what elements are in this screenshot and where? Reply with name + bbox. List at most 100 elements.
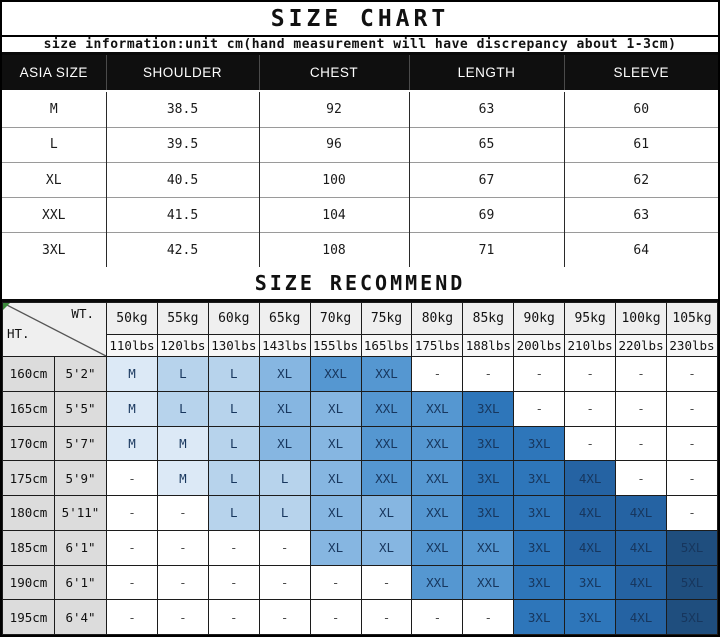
size-recommend-cell: 4XL xyxy=(564,495,617,531)
size-recommend-cell: L xyxy=(207,495,260,531)
size-label-cell: L xyxy=(2,126,106,163)
weight-lbs-header: 110lbs xyxy=(106,334,158,357)
empty-cell: - xyxy=(615,390,667,427)
weight-lbs-header: 210lbs xyxy=(564,334,617,357)
recommend-row: 190cm 6'1" - - - - - - XXL XXL 3XL 3XL 4XL 5XL xyxy=(2,564,719,601)
corner-marker-icon xyxy=(3,303,10,310)
column-header: LENGTH xyxy=(408,55,564,92)
size-recommend-cell: 3XL xyxy=(564,599,617,635)
weight-lbs-header: 130lbs xyxy=(207,334,260,357)
weight-lbs-header: 155lbs xyxy=(309,334,362,357)
measurement-cell: 41.5 xyxy=(105,197,259,233)
size-recommend-cell: 3XL xyxy=(564,564,617,601)
empty-cell: - xyxy=(665,356,719,392)
size-recommend-cell: XXL xyxy=(411,495,464,531)
column-header: CHEST xyxy=(258,55,409,92)
size-label-cell: 3XL xyxy=(2,232,106,267)
size-recommend-cell: 4XL xyxy=(615,529,667,566)
size-recommend-cell: 4XL xyxy=(615,564,667,601)
size-info-note: size information:unit cm(hand measuremen… xyxy=(2,37,718,55)
measurement-cell: 62 xyxy=(563,161,718,198)
weight-lbs-header: 188lbs xyxy=(462,334,515,357)
size-recommend-cell: XL xyxy=(309,425,362,462)
size-recommend-cell: XL xyxy=(258,390,311,427)
size-chart-row: XL 40.5 100 67 62 xyxy=(2,161,718,198)
empty-cell: - xyxy=(360,564,413,601)
empty-cell: - xyxy=(462,599,515,635)
size-recommend-cell: XL xyxy=(258,425,311,462)
weight-axis-label: WT. xyxy=(71,306,94,321)
empty-cell: - xyxy=(156,599,209,635)
weight-kg-header: 55kg xyxy=(156,302,209,335)
size-recommend-cell: XL xyxy=(309,460,362,496)
size-recommend-table-wrap: WT. HT. 50kg 55kg 60kg 65kg 70kg 75kg 80kg 85kg… xyxy=(2,302,719,635)
size-recommend-cell: 3XL xyxy=(513,564,566,601)
weight-lbs-header: 120lbs xyxy=(156,334,209,357)
empty-cell: - xyxy=(106,564,158,601)
column-header: ASIA SIZE xyxy=(2,55,106,92)
height-weight-corner-cell: WT. HT. xyxy=(2,302,107,357)
height-cm-cell: 185cm xyxy=(2,529,55,566)
height-cm-cell: 195cm xyxy=(2,599,55,635)
size-recommend-cell: 4XL xyxy=(564,460,617,496)
height-ft-cell: 5'7" xyxy=(54,425,107,462)
size-chart-table-wrap: ASIA SIZE SHOULDER CHEST LENGTH SLEEVE M 38.5… xyxy=(2,55,718,267)
measurement-cell: 108 xyxy=(258,232,409,267)
recommend-row: 185cm 6'1" - - - - XL XL XXL XXL 3XL 4XL 4XL 5XL xyxy=(2,529,719,566)
empty-cell: - xyxy=(462,356,515,392)
weight-kg-header: 80kg xyxy=(411,302,464,335)
size-recommend-cell: XXL xyxy=(360,390,413,427)
size-recommend-cell: M xyxy=(106,356,158,392)
size-recommend-cell: L xyxy=(207,356,260,392)
weight-kg-header: 50kg xyxy=(106,302,158,335)
size-chart-row: 3XL 42.5 108 71 64 xyxy=(2,232,718,267)
weight-lbs-header: 143lbs xyxy=(258,334,311,357)
empty-cell: - xyxy=(258,529,311,566)
measurement-cell: 67 xyxy=(408,161,564,198)
size-recommend-cell: 4XL xyxy=(615,599,667,635)
size-recommend-cell: XXL xyxy=(411,529,464,566)
size-chart-row: XXL 41.5 104 69 63 xyxy=(2,197,718,233)
size-recommend-cell: 5XL xyxy=(665,564,719,601)
measurement-cell: 104 xyxy=(258,197,409,233)
size-recommend-cell: 3XL xyxy=(513,529,566,566)
empty-cell: - xyxy=(156,564,209,601)
size-recommend-cell: XL xyxy=(258,356,311,392)
size-recommend-cell: XXL xyxy=(462,564,515,601)
size-recommend-cell: 3XL xyxy=(513,425,566,462)
size-recommend-cell: XXL xyxy=(360,356,413,392)
measurement-cell: 100 xyxy=(258,161,409,198)
empty-cell: - xyxy=(615,460,667,496)
size-chart-row: M 38.5 92 63 60 xyxy=(2,90,718,128)
empty-cell: - xyxy=(665,425,719,462)
size-recommend-cell: 3XL xyxy=(513,599,566,635)
height-axis-label: HT. xyxy=(7,326,30,341)
empty-cell: - xyxy=(360,599,413,635)
measurement-cell: 92 xyxy=(258,90,409,128)
weight-kg-header: 70kg xyxy=(309,302,362,335)
recommend-row: 175cm 5'9" - M L L XL XXL XXL 3XL 3XL 4XL - - xyxy=(2,460,719,496)
weight-lbs-header: 200lbs xyxy=(513,334,566,357)
height-cm-cell: 170cm xyxy=(2,425,55,462)
weight-lbs-header: 230lbs xyxy=(665,334,719,357)
empty-cell: - xyxy=(106,495,158,531)
size-recommend-cell: L xyxy=(156,390,209,427)
size-recommend-cell: XL xyxy=(309,529,362,566)
size-recommend-cell: M xyxy=(156,425,209,462)
recommend-row: 170cm 5'7" M M L XL XL XXL XXL 3XL 3XL - - - xyxy=(2,425,719,462)
measurement-cell: 42.5 xyxy=(105,232,259,267)
height-ft-cell: 6'1" xyxy=(54,529,107,566)
size-recommend-cell: 3XL xyxy=(513,495,566,531)
measurement-cell: 39.5 xyxy=(105,126,259,163)
size-recommend-cell: XL xyxy=(309,495,362,531)
height-ft-cell: 5'2" xyxy=(54,356,107,392)
height-cm-cell: 165cm xyxy=(2,390,55,427)
size-recommend-cell: XXL xyxy=(462,529,515,566)
column-header: SHOULDER xyxy=(105,55,259,92)
size-recommend-cell: L xyxy=(207,425,260,462)
weight-lbs-header: 220lbs xyxy=(615,334,667,357)
weight-lbs-header: 175lbs xyxy=(411,334,464,357)
size-recommend-cell: XXL xyxy=(411,390,464,427)
size-recommend-cell: 5XL xyxy=(665,599,719,635)
empty-cell: - xyxy=(106,529,158,566)
